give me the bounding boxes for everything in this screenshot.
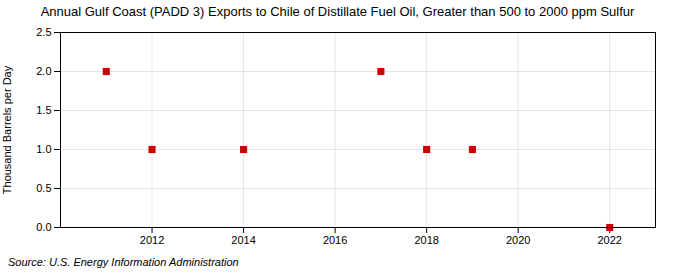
svg-text:2018: 2018 — [414, 234, 438, 246]
svg-text:2020: 2020 — [506, 234, 530, 246]
svg-text:1.5: 1.5 — [36, 104, 51, 116]
svg-text:2016: 2016 — [323, 234, 347, 246]
svg-text:2.0: 2.0 — [36, 65, 51, 77]
svg-text:2014: 2014 — [231, 234, 255, 246]
svg-text:2022: 2022 — [597, 234, 621, 246]
svg-text:0.5: 0.5 — [36, 182, 51, 194]
svg-text:1.0: 1.0 — [36, 143, 51, 155]
svg-text:Thousand Barrels per Day: Thousand Barrels per Day — [1, 65, 13, 194]
svg-text:2012: 2012 — [140, 234, 164, 246]
svg-text:2.5: 2.5 — [36, 26, 51, 38]
svg-text:0.0: 0.0 — [36, 221, 51, 233]
html-text:Annual Gulf Coast (PADD 3) Exp: Annual Gulf Coast (PADD 3) Exports to Ch… — [40, 4, 635, 19]
html-text:Source: U.S. Energy Informatio: Source: U.S. Energy Information Administ… — [8, 256, 239, 268]
